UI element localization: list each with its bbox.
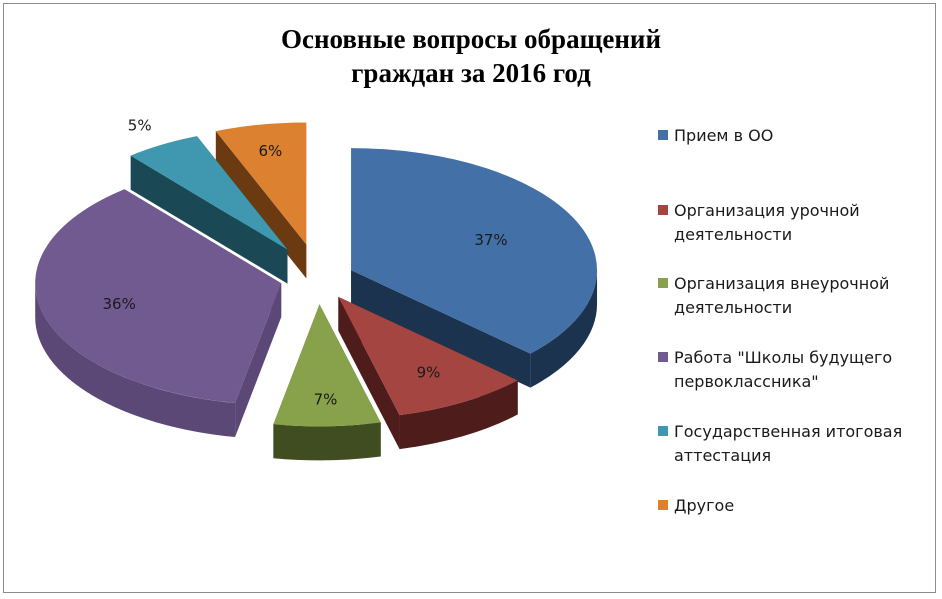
- data-label-4: 5%: [128, 117, 152, 135]
- legend-swatch-0: [658, 130, 668, 140]
- slice-wall-1-0: [399, 380, 518, 450]
- legend-label-0: Прием в ОО: [674, 124, 918, 148]
- legend-label-line: Работа "Школы будущего: [674, 348, 893, 367]
- legend-label-line: Организация урочной: [674, 201, 860, 220]
- legend-label-2: Организация внеурочной деятельности: [674, 272, 918, 320]
- pie-slice-1: [338, 296, 518, 416]
- legend-label-line: Прием в ОО: [674, 126, 774, 145]
- chart-title-line-2: граждан за 2016 год: [351, 58, 591, 88]
- legend-label-line: Государственная итоговая: [674, 422, 903, 441]
- data-label-5: 6%: [259, 142, 283, 160]
- slice-edge-1-1: [338, 296, 400, 450]
- data-label-1: 9%: [417, 364, 441, 382]
- pie-slice-5: [215, 122, 307, 245]
- legend-label-line: первоклассника": [674, 372, 819, 391]
- slice-wall-3-0: [35, 283, 236, 438]
- chart-title-line-1: Основные вопросы обращений: [280, 24, 662, 54]
- chart-title: Основные вопросы обращений граждан за 20…: [0, 22, 942, 90]
- slice-edge-4-0: [130, 155, 288, 284]
- pie-labels: 37% 9% 7% 36% 5% 6%: [102, 117, 507, 409]
- legend-swatch-4: [658, 426, 668, 436]
- pie-slice-3: [35, 189, 282, 404]
- legend-swatch-1: [658, 205, 668, 215]
- legend-label-5: Другое: [674, 494, 918, 518]
- slice-edge-0-1: [351, 270, 531, 388]
- slice-wall-0-0: [530, 270, 598, 388]
- data-label-3: 36%: [102, 295, 135, 313]
- legend-label-line: деятельности: [674, 225, 793, 244]
- data-label-2: 7%: [314, 391, 338, 409]
- slice-wall-2-0: [273, 422, 381, 461]
- slice-edge-5-0: [215, 131, 307, 279]
- pie-slice-0: [351, 148, 598, 354]
- legend-label-line: аттестация: [674, 446, 772, 465]
- pie-slice-2: [273, 304, 381, 427]
- legend-label-line: деятельности: [674, 298, 793, 317]
- legend-swatch-2: [658, 278, 668, 288]
- legend-swatch-3: [658, 352, 668, 362]
- legend-swatch-5: [658, 500, 668, 510]
- data-label-0: 37%: [474, 231, 507, 249]
- legend-label-1: Организация урочной деятельности: [674, 199, 918, 247]
- slice-edge-3-0: [235, 283, 282, 438]
- legend-label-line: Организация внеурочной: [674, 274, 890, 293]
- legend-label-line: Другое: [674, 496, 735, 515]
- pie-slice-4: [130, 136, 288, 250]
- pie-tops: [35, 122, 598, 427]
- legend-label-3: Работа "Школы будущего первоклассника": [674, 346, 918, 394]
- legend-label-4: Государственная итоговая аттестация: [674, 420, 918, 468]
